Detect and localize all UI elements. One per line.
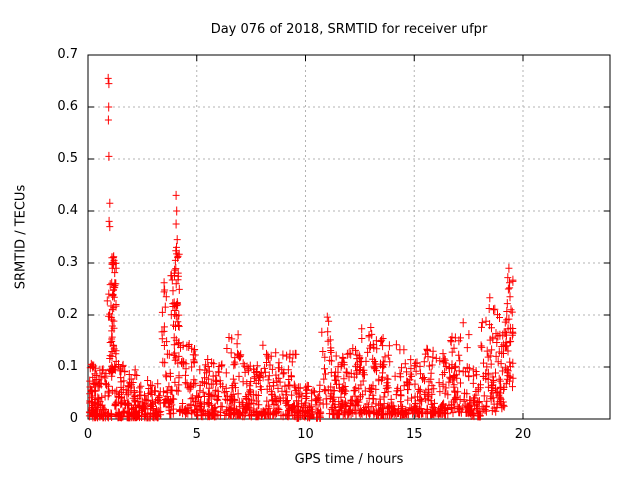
y-tick-label: 0 (69, 411, 78, 426)
y-tick-label: 0.4 (57, 203, 78, 218)
gridlines (88, 55, 610, 419)
x-tick-label: 10 (297, 427, 314, 442)
x-axis-title: GPS time / hours (294, 452, 404, 467)
y-tick-label: 0.5 (57, 151, 78, 166)
y-tick-label: 0.2 (57, 307, 78, 322)
scatter-points (85, 73, 517, 422)
y-tick-label: 0.3 (57, 255, 78, 270)
y-axis-title: SRMTID / TECUs (13, 184, 29, 290)
x-tick-label: 0 (83, 427, 93, 442)
y-tick-label: 0.7 (57, 47, 78, 62)
x-tick-label: 20 (514, 427, 532, 442)
x-tick-label: 5 (192, 427, 201, 442)
y-tick-label: 0.6 (57, 99, 78, 114)
x-tick-label: 15 (405, 427, 423, 442)
chart-title: Day 076 of 2018, SRMTID for receiver ufp… (210, 22, 488, 37)
plot-border-and-ticks (87, 54, 611, 420)
y-tick-label: 0.1 (57, 359, 78, 374)
